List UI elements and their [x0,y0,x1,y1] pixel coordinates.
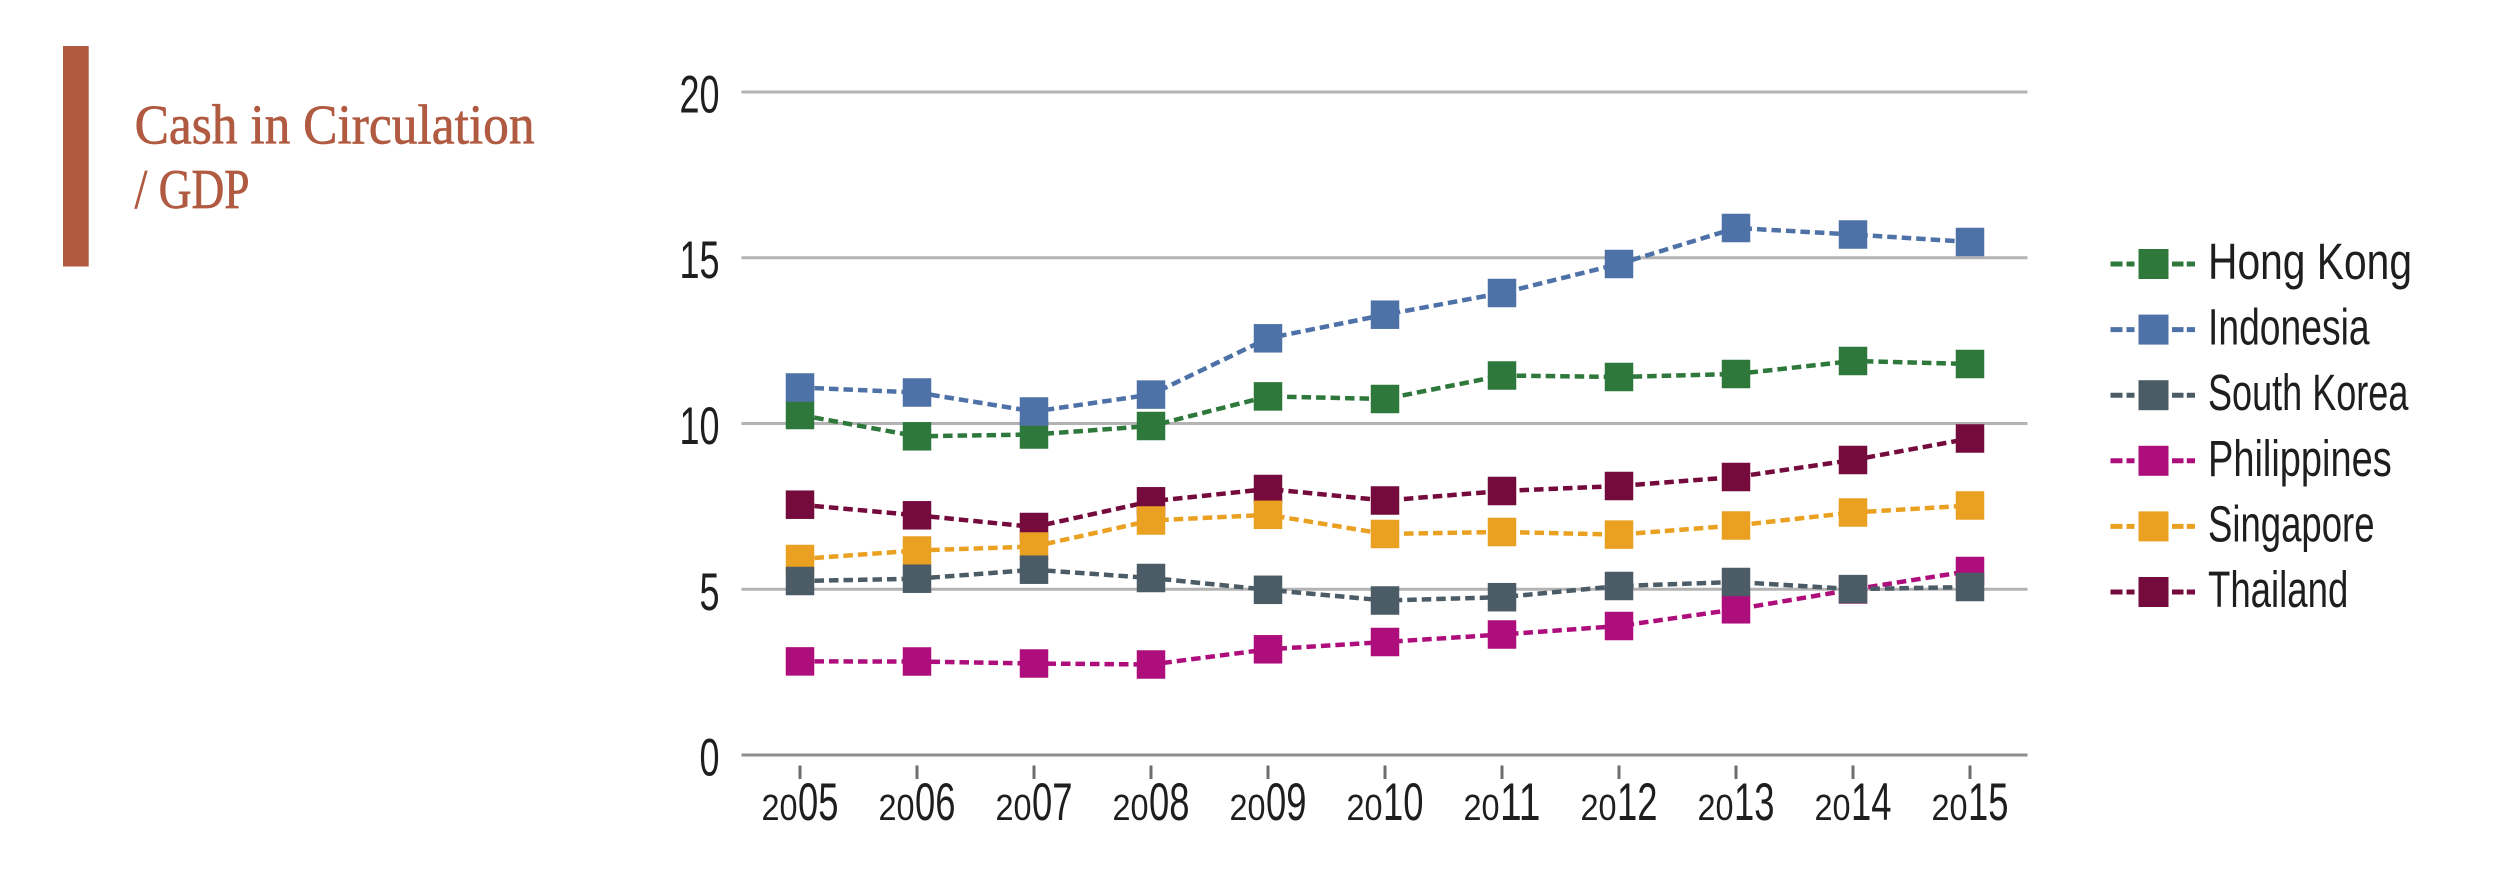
svg-text:Indonesia: Indonesia [2208,299,2370,356]
svg-text:2011: 2011 [1464,773,1541,832]
svg-text:2015: 2015 [1932,773,2009,832]
svg-text:2014: 2014 [1815,773,1892,832]
svg-text:2008: 2008 [1113,773,1190,832]
svg-text:2010: 2010 [1347,773,1424,832]
svg-text:0: 0 [700,729,720,788]
svg-text:Singapore: Singapore [2208,495,2375,552]
svg-text:Cash in Circulation: Cash in Circulation [135,94,535,156]
svg-text:/ GDP: / GDP [135,159,250,221]
svg-text:2005: 2005 [762,773,839,832]
svg-text:5: 5 [700,563,720,622]
svg-text:Thailand: Thailand [2208,561,2348,618]
svg-text:2012: 2012 [1581,773,1658,832]
svg-text:15: 15 [680,231,720,290]
svg-text:Philippines: Philippines [2208,430,2392,487]
svg-text:2013: 2013 [1698,773,1775,832]
svg-text:South Korea: South Korea [2208,364,2409,421]
svg-text:2007: 2007 [996,773,1073,832]
svg-text:10: 10 [680,397,720,456]
svg-text:2006: 2006 [879,773,956,832]
svg-text:2009: 2009 [1230,773,1307,832]
svg-text:20: 20 [680,66,720,125]
svg-text:Hong Kong: Hong Kong [2208,233,2412,290]
